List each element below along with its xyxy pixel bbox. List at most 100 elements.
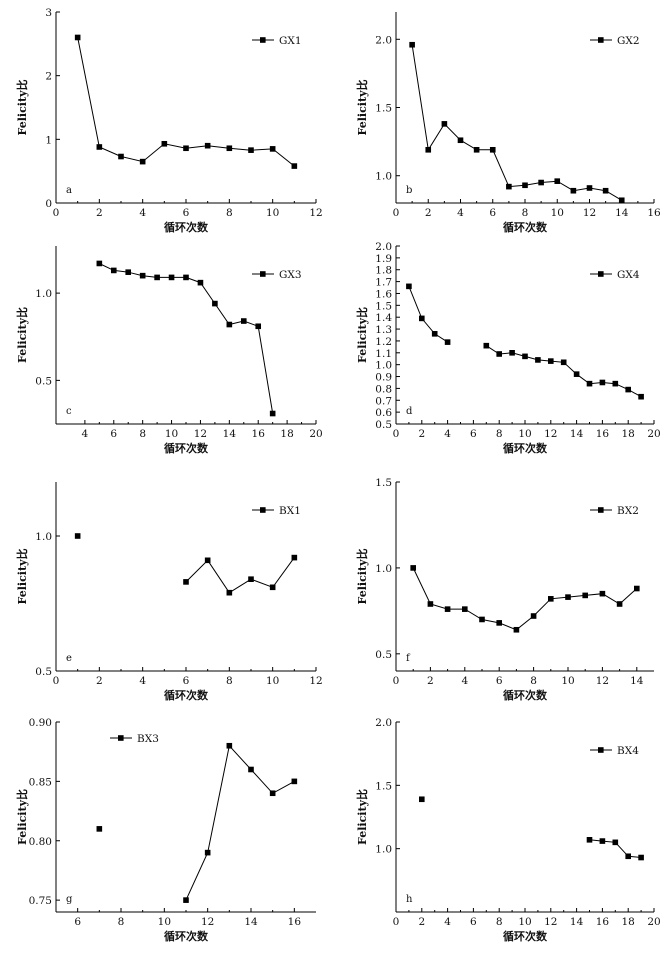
chart-d-x-tick-label: 14 bbox=[570, 428, 584, 440]
chart-f-series-line bbox=[412, 567, 638, 631]
chart-g-data-point bbox=[96, 826, 103, 832]
chart-d-y-tick-label: 1.4 bbox=[375, 312, 392, 324]
chart-d-y-tick-label: 0.9 bbox=[375, 372, 392, 384]
chart-c-x-tick-label: 4 bbox=[82, 428, 89, 440]
chart-d-y-axis-title: Felicity比 bbox=[355, 307, 369, 363]
chart-f-data-point bbox=[634, 585, 640, 592]
chart-g-x-tick-label: 8 bbox=[118, 916, 125, 928]
chart-e-y-tick-label: 0.5 bbox=[35, 666, 52, 678]
chart-a-data-point bbox=[226, 145, 233, 152]
chart-e-legend-marker bbox=[260, 507, 266, 513]
chart-f-x-tick-label: 0 bbox=[393, 675, 400, 687]
chart-g-x-axis-title: 循环次数 bbox=[164, 929, 209, 943]
chart-d-y-tick-label: 1.2 bbox=[375, 336, 392, 348]
chart-d-data-point bbox=[638, 393, 644, 400]
chart-b-x-tick-label: 16 bbox=[647, 207, 661, 219]
chart-g-panel-letter: g bbox=[66, 894, 73, 905]
chart-a-y-axis-title: Felicity比 bbox=[15, 80, 29, 136]
chart-b-data-point bbox=[554, 178, 561, 184]
chart-a-legend-marker bbox=[260, 37, 266, 43]
chart-h-x-tick-label: 10 bbox=[518, 916, 531, 928]
chart-c-x-tick-label: 10 bbox=[165, 428, 178, 440]
chart-g-x-tick-label: 14 bbox=[244, 916, 258, 928]
chart-b-legend-marker bbox=[598, 37, 604, 43]
chart-d-x-axis-title: 循环次数 bbox=[503, 441, 548, 455]
chart-d-data-point bbox=[573, 371, 580, 377]
chart-c-x-tick-label: 14 bbox=[223, 428, 237, 440]
chart-b-data-point bbox=[618, 197, 625, 204]
chart-g-data-point bbox=[269, 790, 276, 797]
chart-h-data-point bbox=[586, 837, 593, 843]
chart-g-data-point bbox=[291, 778, 298, 785]
chart-g-legend-marker bbox=[118, 735, 124, 741]
chart-d-y-tick-label: 1.3 bbox=[375, 324, 392, 336]
chart-h-data-point bbox=[625, 853, 631, 860]
chart-b-data-point bbox=[473, 146, 480, 153]
chart-a-data-point bbox=[204, 142, 211, 149]
chart-e-legend-label: BX1 bbox=[279, 505, 301, 517]
chart-c-data-point bbox=[168, 274, 175, 281]
chart-d-y-tick-label: 1.8 bbox=[375, 265, 392, 277]
chart-b-data-point bbox=[602, 187, 609, 194]
chart-d-data-point bbox=[483, 342, 490, 349]
chart-f: 0 2 4 6 8 10 12 14 0.5 1.0 1.5 循环次数 Felicity比 f BX2 bbox=[355, 477, 654, 702]
chart-f-x-axis-title: 循环次数 bbox=[503, 688, 548, 702]
chart-d-x-tick-label: 10 bbox=[518, 428, 531, 440]
chart-e-x-tick-label: 4 bbox=[139, 675, 146, 687]
chart-a-data-point bbox=[96, 144, 103, 150]
chart-e-data-point bbox=[248, 576, 254, 582]
chart-a-x-tick-label: 12 bbox=[309, 207, 322, 219]
chart-c-data-point bbox=[255, 323, 262, 330]
chart-a-x-axis-title: 循环次数 bbox=[164, 220, 209, 234]
chart-h-x-axis-title: 循环次数 bbox=[503, 929, 548, 943]
chart-d-y-tick-label: 1.7 bbox=[375, 277, 392, 289]
chart-f-data-point bbox=[582, 592, 588, 599]
chart-c-series-line bbox=[99, 263, 274, 414]
chart-b-x-tick-label: 6 bbox=[489, 207, 496, 219]
chart-h-x-tick-label: 18 bbox=[622, 916, 635, 928]
chart-c-data-point bbox=[125, 269, 132, 275]
chart-h-y-tick-label: 2.0 bbox=[375, 717, 392, 729]
chart-d-data-point bbox=[560, 359, 567, 366]
chart-d-data-point bbox=[586, 380, 593, 387]
chart-a-x-tick-label: 8 bbox=[226, 207, 233, 219]
chart-h-legend-label: BX4 bbox=[617, 745, 639, 757]
chart-c-x-tick-label: 6 bbox=[110, 428, 117, 440]
chart-d-x-tick-label: 18 bbox=[622, 428, 635, 440]
chart-f-data-point bbox=[444, 606, 451, 612]
chart-d-series-line bbox=[408, 286, 448, 343]
chart-d-data-point bbox=[522, 353, 528, 360]
chart-b-x-tick-label: 2 bbox=[425, 207, 432, 219]
chart-e-x-tick-label: 12 bbox=[309, 675, 322, 687]
chart-d: 0 2 4 6 8 10 12 14 16 18 200.50.60.70.80.91.01.11.… bbox=[355, 241, 661, 455]
chart-e-data-point bbox=[269, 584, 276, 591]
chart-f-x-tick-label: 14 bbox=[630, 675, 644, 687]
chart-g-y-tick-label: 0.75 bbox=[29, 895, 52, 907]
chart-b-x-tick-label: 10 bbox=[551, 207, 564, 219]
chart-f-y-tick-label: 0.5 bbox=[375, 649, 392, 661]
chart-a-x-tick-label: 10 bbox=[266, 207, 279, 219]
chart-d-data-point bbox=[509, 350, 515, 356]
chart-h-x-tick-label: 14 bbox=[570, 916, 584, 928]
chart-e-x-tick-label: 0 bbox=[53, 675, 60, 687]
chart-e-x-tick-label: 2 bbox=[96, 675, 103, 687]
chart-a-x-tick-label: 4 bbox=[139, 207, 146, 219]
chart-h-x-tick-label: 16 bbox=[596, 916, 610, 928]
chart-a-data-point bbox=[183, 145, 189, 152]
chart-f-data-point bbox=[410, 565, 416, 571]
chart-a-x-tick-label: 6 bbox=[183, 207, 190, 219]
chart-h-y-tick-label: 1.5 bbox=[375, 780, 392, 792]
chart-d-x-tick-label: 2 bbox=[418, 428, 425, 440]
chart-d-y-tick-label: 0.7 bbox=[375, 395, 392, 407]
chart-a-y-tick-label: 3 bbox=[45, 7, 52, 19]
chart-f-data-point bbox=[479, 616, 485, 623]
chart-h-data-point bbox=[419, 796, 425, 803]
chart-g-data-point bbox=[204, 849, 211, 856]
chart-h-data-point bbox=[638, 854, 644, 861]
chart-b-panel-letter: b bbox=[406, 185, 412, 196]
chart-a-data-point bbox=[139, 158, 146, 165]
chart-b-x-tick-label: 0 bbox=[393, 207, 400, 219]
chart-d-x-tick-label: 12 bbox=[544, 428, 557, 440]
chart-g-data-point bbox=[248, 766, 254, 773]
chart-d-y-tick-label: 0.8 bbox=[375, 383, 392, 395]
